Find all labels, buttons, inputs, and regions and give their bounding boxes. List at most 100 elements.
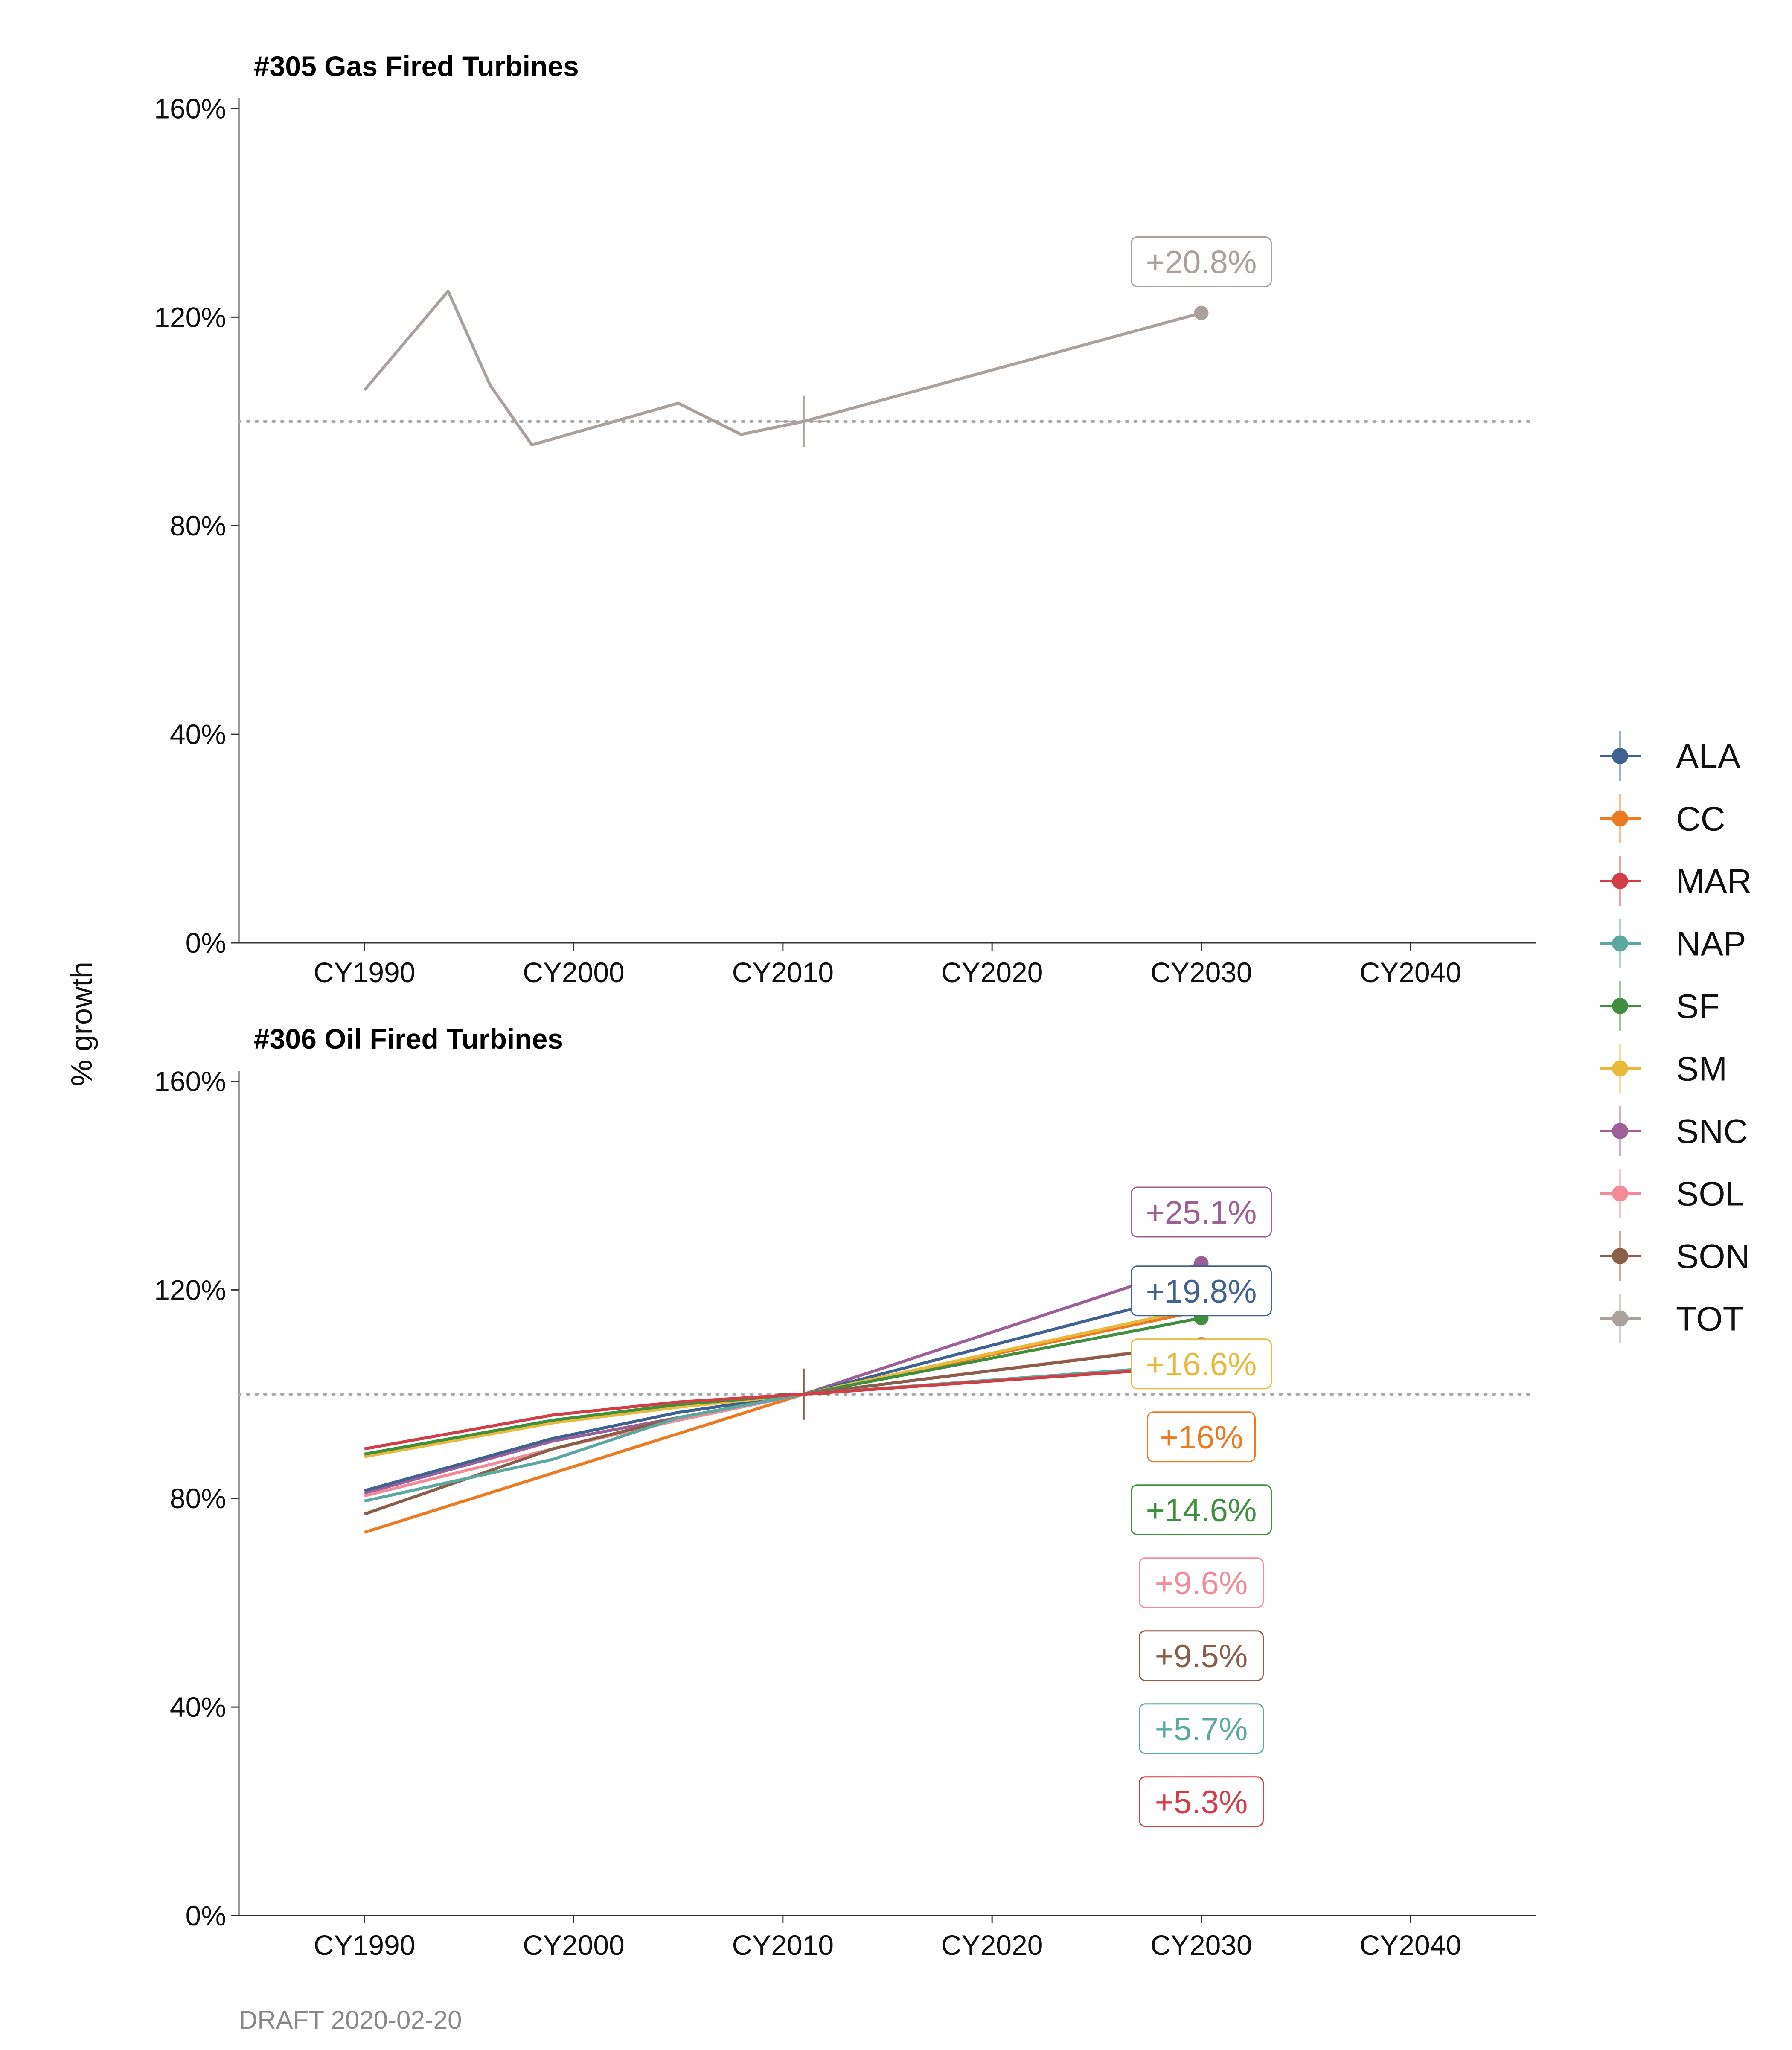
legend-key-point	[1612, 1123, 1628, 1139]
x-tick-label: CY2040	[1360, 957, 1462, 988]
series-line-sm	[364, 1306, 1202, 1458]
series-line-sf	[364, 1316, 1202, 1456]
y-tick-label: 40%	[170, 718, 226, 750]
legend-label: NAP	[1676, 925, 1746, 963]
y-tick-label: 80%	[170, 510, 226, 541]
end-label-sf: +14.6%	[1130, 1484, 1272, 1535]
end-label-text: +20.8%	[1146, 244, 1257, 281]
legend-key-point	[1612, 810, 1628, 827]
end-label-text: +9.6%	[1155, 1565, 1248, 1602]
legend-label: SOL	[1676, 1175, 1744, 1213]
legend-item-sm: SM	[1600, 1044, 1727, 1093]
x-tick-label: CY2010	[732, 957, 834, 988]
end-label-snc: +25.1%	[1130, 1186, 1272, 1238]
draft-caption: DRAFT 2020-02-20	[239, 2006, 462, 2034]
end-label-text: +5.7%	[1155, 1711, 1248, 1748]
legend-key-point	[1612, 748, 1628, 764]
y-tick-label: 0%	[186, 1900, 226, 1931]
legend-item-sf: SF	[1600, 981, 1719, 1031]
series-line-mar	[364, 1365, 1201, 1451]
end-label-box	[1130, 1338, 1272, 1390]
y-tick-label: 0%	[186, 927, 226, 959]
series-line-son	[364, 1343, 1201, 1516]
y-tick-label: 120%	[154, 301, 226, 333]
end-label-nap: +5.7%	[1138, 1703, 1264, 1754]
end-label-sm: +16.6%	[1130, 1338, 1272, 1390]
x-tick-label: CY2030	[1150, 1929, 1252, 1961]
end-label-tot: +20.8%	[1130, 236, 1272, 288]
legend-item-nap: NAP	[1600, 919, 1746, 968]
x-tick-label: CY2020	[941, 957, 1043, 988]
legend-item-cc: CC	[1600, 794, 1725, 843]
end-label-box	[1138, 1703, 1264, 1754]
x-tick-label: CY2010	[732, 1929, 834, 1961]
legend-label: SM	[1676, 1050, 1727, 1088]
legend-key-point	[1612, 1185, 1628, 1202]
legend-label: SON	[1676, 1237, 1750, 1275]
x-tick-label: CY2000	[523, 957, 625, 988]
x-tick-label: CY2030	[1150, 957, 1252, 988]
end-label-box	[1130, 1484, 1272, 1535]
legend-key-point	[1612, 998, 1628, 1014]
legend-key-point	[1612, 1310, 1628, 1327]
end-label-text: +16%	[1159, 1419, 1243, 1456]
y-tick-label: 40%	[170, 1691, 226, 1723]
end-label-box	[1138, 1776, 1264, 1827]
legend-item-snc: SNC	[1600, 1106, 1748, 1156]
end-label-ala: +19.8%	[1130, 1265, 1272, 1317]
x-tick-label: CY1990	[314, 957, 416, 988]
end-label-text: +9.5%	[1155, 1638, 1248, 1675]
end-label-box	[1130, 1186, 1272, 1238]
end-label-text: +14.6%	[1146, 1492, 1257, 1529]
y-tick-label: 160%	[154, 93, 226, 124]
end-label-box	[1146, 1411, 1256, 1463]
legend-item-son: SON	[1600, 1231, 1750, 1281]
chart-panel-1: #305 Gas Fired Turbines 0% 40% 80% 120% 160% C…	[154, 50, 1538, 988]
legend-label: SF	[1676, 987, 1719, 1025]
legend-key-point	[1612, 935, 1628, 952]
end-label-text: +25.1%	[1146, 1195, 1257, 1231]
x-tick-label: CY1990	[314, 1929, 416, 1961]
series-line-snc	[364, 1262, 1202, 1495]
end-label-cc: +16%	[1146, 1411, 1256, 1463]
chart-panels: #305 Gas Fired Turbines 0% 40% 80% 120% 160% C…	[154, 50, 1538, 1961]
end-label-box	[1130, 1265, 1272, 1317]
y-tick-label: 120%	[154, 1274, 226, 1306]
y-tick-label: 160%	[154, 1065, 226, 1097]
end-label-text: +19.8%	[1146, 1274, 1257, 1310]
end-label-box	[1138, 1630, 1264, 1681]
legend-label: ALA	[1676, 737, 1741, 775]
chart-panel-2: #306 Oil Fired Turbines 0% 40% 80% 120% 160% C…	[154, 1023, 1538, 1961]
x-tick-label: CY2000	[523, 1929, 625, 1961]
end-label-box	[1130, 236, 1272, 288]
legend-label: TOT	[1676, 1300, 1744, 1338]
series-line-tot	[363, 289, 1202, 447]
end-label-box	[1138, 1557, 1264, 1608]
end-label-mar: +5.3%	[1138, 1776, 1264, 1827]
legend-key-point	[1612, 1248, 1628, 1264]
end-label-son: +9.5%	[1138, 1630, 1264, 1681]
legend-key-point	[1612, 873, 1628, 889]
legend-item-mar: MAR	[1600, 856, 1752, 906]
x-tick-label: CY2020	[941, 1929, 1043, 1961]
legend-label: MAR	[1676, 862, 1752, 900]
panel-title: #305 Gas Fired Turbines	[254, 50, 579, 82]
series-endpoint-tot	[1194, 305, 1209, 320]
series-line-cc	[364, 1309, 1202, 1534]
y-tick-label: 80%	[170, 1483, 226, 1514]
legend: ALA CC MAR NAP SF SM SNC SOL SON TOT	[1600, 731, 1752, 1343]
legend-label: SNC	[1676, 1112, 1748, 1150]
end-label-text: +5.3%	[1155, 1784, 1248, 1820]
legend-key-point	[1612, 1060, 1628, 1077]
legend-item-tot: TOT	[1600, 1294, 1744, 1343]
panel-title: #306 Oil Fired Turbines	[254, 1023, 563, 1055]
end-label-sol: +9.6%	[1138, 1557, 1264, 1608]
legend-item-ala: ALA	[1600, 731, 1741, 781]
end-label-text: +16.6%	[1146, 1346, 1257, 1383]
x-tick-label: CY2040	[1360, 1929, 1462, 1961]
y-axis-label: % growth	[65, 962, 98, 1086]
series-line-ala	[364, 1289, 1202, 1492]
legend-label: CC	[1676, 800, 1725, 838]
